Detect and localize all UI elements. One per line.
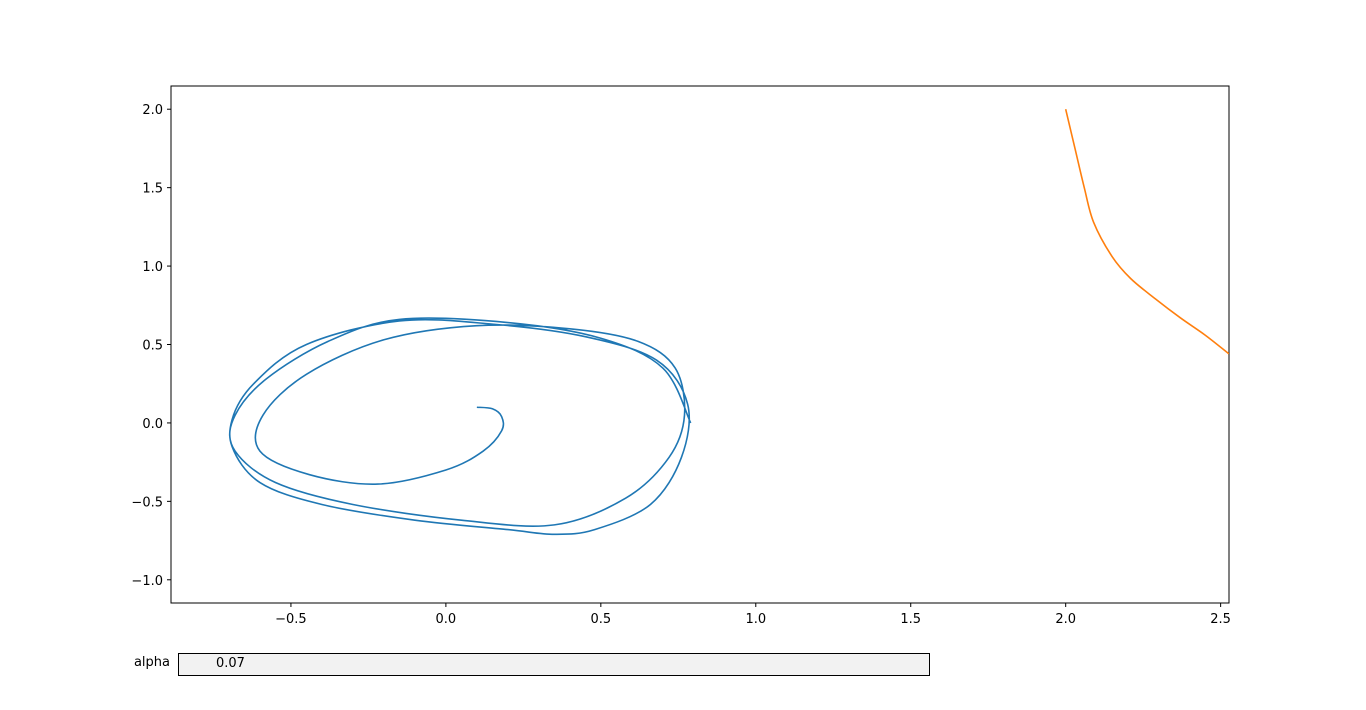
axes-frame [170,85,1230,604]
alpha-slider[interactable]: 0.07 [178,653,930,676]
phase-portrait-chart: −0.5 0.0 0.5 1.0 1.5 2.0 2.5 −1.0 −0.5 0.0 0.5 1.0… [131,85,1231,627]
y-tick-label: −0.5 [131,495,163,510]
y-tick-label: 1.0 [142,260,163,275]
series-line-1 [228,317,692,536]
x-tick-label: 0.5 [590,612,611,627]
x-tick-label: 0.0 [436,612,457,627]
x-tick-label: 1.5 [900,612,921,627]
x-tick-label: 1.0 [745,612,766,627]
y-tick-label: 0.0 [142,417,163,432]
x-tick-label: 2.0 [1055,612,1076,627]
x-tick-label: −0.5 [275,612,307,627]
alpha-slider-widget: alpha 0.07 [0,640,1366,690]
alpha-slider-label: alpha [133,655,170,670]
y-tick-label: 0.5 [142,339,163,354]
series-line-2 [1064,109,1229,355]
alpha-slider-value: 0.07 [216,656,245,671]
y-tick-label: −1.0 [131,574,163,589]
y-tick-label: 2.0 [142,103,163,118]
x-tick-label: 2.5 [1210,612,1231,627]
y-tick-label: 1.5 [142,182,163,197]
